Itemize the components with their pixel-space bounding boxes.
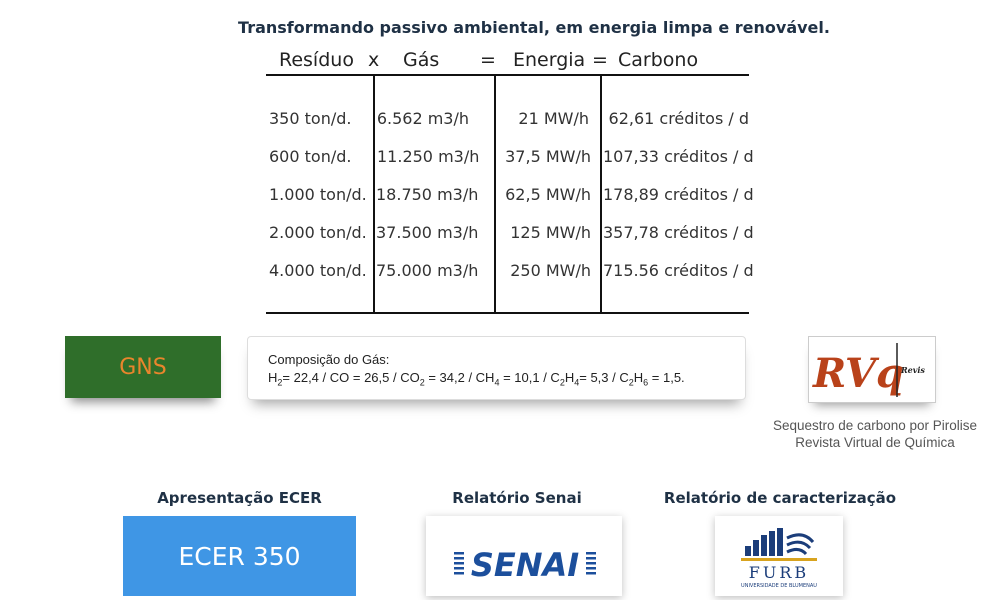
rvq-logo-icon: RVq Revis: [809, 337, 935, 402]
table-cell: 357,78 créditos / d: [603, 223, 754, 242]
composition-formula: H2= 22,4 / CO = 26,5 / CO2 = 34,2 / CH4 …: [268, 370, 685, 388]
table-cell: 125 MW/h: [510, 223, 591, 242]
composition-title: Composição do Gás:: [268, 352, 390, 367]
table-cell: 1.000 ton/d.: [269, 185, 367, 204]
header-gas: Gás: [403, 49, 440, 71]
header-equals-1: =: [480, 49, 496, 71]
senai-logo-text: SENAI: [471, 546, 579, 584]
furb-section-title: Relatório de caracterização: [663, 489, 897, 507]
rvq-caption-line1: Sequestro de carbono por Pirolise: [772, 418, 978, 433]
table-cell: 6.562 m3/h: [376, 109, 469, 128]
header-equals-2: =: [592, 49, 608, 71]
rvq-caption-line2: Revista Virtual de Química: [795, 435, 955, 450]
furb-logo-subtext: UNIVERSIDADE DE BLUMENAU: [741, 583, 817, 589]
table-cell: 75.000 m3/h: [376, 261, 479, 280]
table-cell: 600 ton/d.: [269, 147, 352, 166]
table-divider-1: [373, 76, 375, 312]
senai-report-link[interactable]: SENAI: [426, 516, 622, 596]
ecer-350-button[interactable]: ECER 350: [123, 516, 356, 596]
table-cell: 21 MW/h: [518, 109, 589, 128]
senai-logo-icon: SENAI: [454, 546, 596, 584]
rvq-logo-link[interactable]: RVq Revis: [808, 336, 936, 403]
rvq-logo-small: Revis: [900, 365, 925, 375]
table-cell: 250 MW/h: [510, 261, 591, 280]
furb-logo-icon: FURB UNIVERSIDADE DE BLUMENAU: [741, 528, 817, 589]
header-carbono: Carbono: [618, 49, 699, 71]
page-headline: Transformando passivo ambiental, em ener…: [238, 18, 830, 37]
furb-report-link[interactable]: FURB UNIVERSIDADE DE BLUMENAU: [715, 516, 843, 596]
table-divider-3: [600, 76, 602, 312]
table-cell: 62,5 MW/h: [505, 185, 591, 204]
table-cell: 11.250 m3/h: [377, 147, 480, 166]
rvq-logo-letters: RVq: [812, 350, 904, 397]
table-cell: 715.56 créditos / d: [603, 261, 754, 280]
gas-composition-box: Composição do Gás: H2= 22,4 / CO = 26,5 …: [247, 336, 746, 400]
header-residuo: Resíduo: [279, 49, 354, 71]
table-top-rule: [266, 74, 749, 76]
table-cell: 350 ton/d.: [269, 109, 352, 128]
furb-logo-text: FURB: [749, 563, 809, 582]
table-bottom-rule: [266, 312, 749, 314]
gns-button[interactable]: GNS: [65, 336, 221, 398]
table-cell: 62,61 créditos / d: [608, 109, 749, 128]
table-cell: 18.750 m3/h: [376, 185, 479, 204]
table-cell: 37.500 m3/h: [376, 223, 479, 242]
table-cell: 4.000 ton/d.: [269, 261, 367, 280]
header-x: x: [368, 49, 380, 71]
table-cell: 37,5 MW/h: [505, 147, 591, 166]
table-divider-2: [494, 76, 496, 312]
table-cell: 107,33 créditos / d: [603, 147, 754, 166]
senai-section-title: Relatório Senai: [452, 489, 582, 507]
ecer-section-title: Apresentação ECER: [157, 489, 322, 507]
table-cell: 178,89 créditos / d: [603, 185, 754, 204]
header-energia: Energia: [513, 49, 586, 71]
table-cell: 2.000 ton/d.: [269, 223, 367, 242]
